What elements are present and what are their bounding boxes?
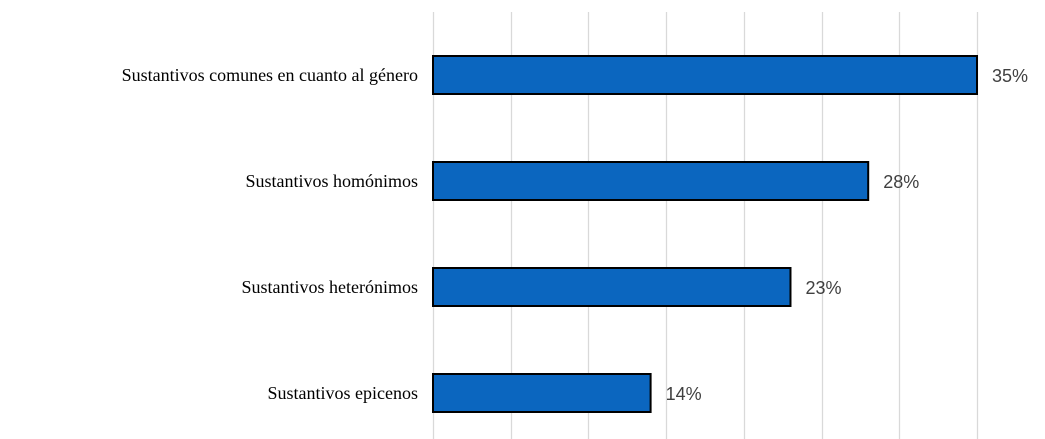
bar (432, 55, 978, 95)
category-label: Sustantivos heterónimos (242, 277, 419, 297)
data-label: 23% (805, 278, 841, 298)
labels: Sustantivos comunes en cuanto al género 3… (122, 65, 1028, 404)
bars (432, 55, 978, 413)
data-label: 14% (666, 384, 702, 404)
category-label: Sustantivos comunes en cuanto al género (122, 65, 418, 85)
category-label: Sustantivos homónimos (245, 171, 418, 191)
data-label: 28% (883, 172, 919, 192)
data-label: 35% (992, 66, 1028, 86)
category-label: Sustantivos epicenos (268, 383, 419, 403)
bar (432, 161, 870, 201)
bar (432, 267, 792, 307)
bar (432, 373, 652, 413)
